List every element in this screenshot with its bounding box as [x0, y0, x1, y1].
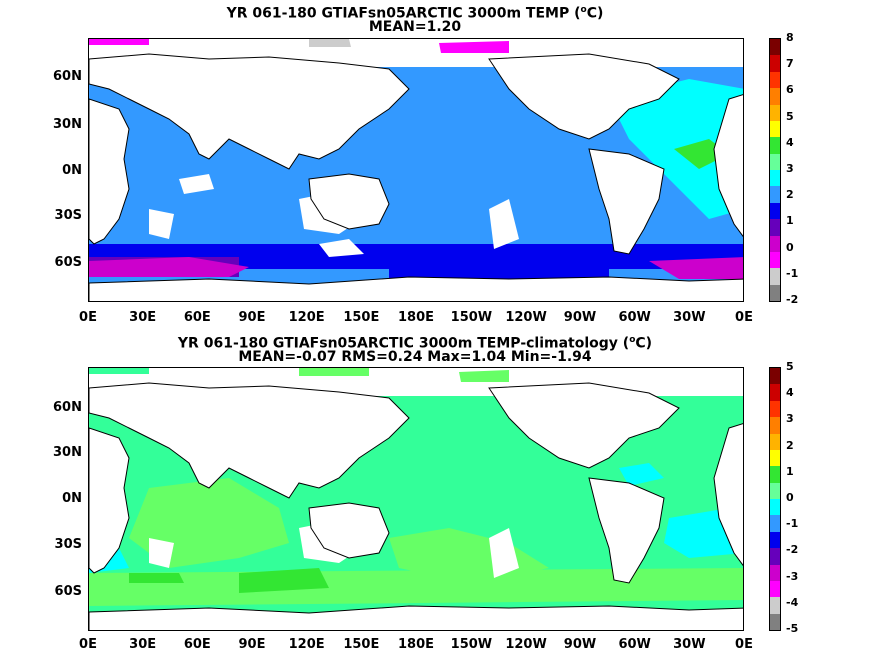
bottom-colorbar-label: -5	[786, 622, 799, 635]
top-lon-label: 90W	[563, 310, 597, 325]
top-colorbar-label: 7	[786, 57, 794, 71]
bottom-colorbar-label: 0	[786, 491, 794, 504]
bottom-colorbar-swatch	[770, 580, 780, 598]
top-colorbar-swatch	[770, 120, 780, 138]
bottom-lon-label: 60W	[618, 637, 651, 652]
bottom-colorbar-swatch	[770, 433, 780, 450]
bottom-lon-label: 180E	[397, 637, 435, 652]
top-colorbar-label: -1	[786, 266, 799, 280]
bottom-lon-label: 90W	[563, 637, 597, 652]
top-colorbar-swatch	[770, 251, 780, 269]
bottom-title-line1: YR 061-180 GTIAFsn05ARCTIC 3000m TEMP-cl…	[177, 335, 653, 352]
bottom-colorbar-swatch	[770, 368, 780, 385]
top-colorbar-label: 3	[786, 162, 794, 175]
top-lon-label: 150W	[450, 310, 493, 325]
bottom-lon-label: 150E	[343, 637, 380, 652]
top-lon-label: 150E	[343, 310, 380, 325]
bottom-map-panel	[88, 367, 744, 631]
top-colorbar-label: 8	[786, 31, 794, 44]
top-colorbar-swatch	[770, 104, 780, 121]
top-map-panel	[88, 38, 744, 302]
bottom-colorbar-label: -3	[786, 569, 799, 583]
bottom-colorbar-label: -4	[786, 595, 799, 609]
top-lat-label: 0N	[62, 163, 82, 178]
bottom-lon-label: 90E	[238, 637, 266, 652]
top-lat-label: 60N	[53, 69, 82, 84]
bottom-lon-label: 120W	[505, 637, 547, 652]
bottom-colorbar-label: 5	[786, 360, 794, 373]
bottom-lat-label: 30N	[53, 445, 82, 460]
top-lon-label: 60W	[618, 310, 651, 325]
bottom-lon-label: 0E	[735, 637, 753, 652]
bottom-colorbar-swatch	[770, 417, 780, 434]
top-colorbar-label: 1	[786, 214, 794, 228]
bottom-colorbar-swatch	[770, 548, 780, 565]
bottom-lat-label: 60S	[54, 584, 82, 599]
bottom-colorbar-swatch	[770, 531, 780, 549]
top-colorbar-swatch	[770, 88, 780, 105]
top-colorbar-swatch	[770, 137, 780, 154]
bottom-lon-label: 120E	[288, 637, 325, 652]
top-colorbar-label: 4	[786, 135, 794, 149]
bottom-colorbar-swatch	[770, 384, 780, 401]
bottom-colorbar-label: -1	[786, 517, 799, 531]
bottom-colorbar-swatch	[770, 482, 780, 499]
top-lat-label: 30N	[53, 117, 82, 132]
bottom-colorbar-swatch	[770, 515, 780, 532]
bottom-title-line2: MEAN=-0.07 RMS=0.24 Max=1.04 Min=-1.94	[238, 349, 592, 365]
top-colorbar-swatch	[770, 153, 780, 170]
bottom-lat-label: 0N	[62, 491, 82, 506]
bottom-colorbar-swatch	[770, 400, 780, 418]
top-colorbar-swatch	[770, 219, 780, 236]
bottom-colorbar-swatch	[770, 466, 780, 483]
bottom-colorbar-swatch	[770, 613, 780, 630]
bottom-colorbar-swatch	[770, 449, 780, 467]
bottom-lon-label: 150W	[450, 637, 493, 652]
top-colorbar-swatch	[770, 186, 780, 203]
top-colorbar-swatch	[770, 284, 780, 301]
top-lon-label: 90E	[238, 310, 266, 325]
bottom-colorbar-label: 1	[786, 464, 794, 478]
top-colorbar-label: 0	[786, 240, 794, 254]
top-colorbar-swatch	[770, 235, 780, 252]
top-colorbar-swatch	[770, 39, 780, 56]
bottom-lat-label: 30S	[54, 537, 82, 552]
top-title-line2: MEAN=1.20	[368, 19, 462, 35]
bottom-lon-label: 30W	[673, 637, 706, 652]
top-lat-label: 30S	[54, 208, 82, 223]
top-colorbar-label: 6	[786, 83, 794, 97]
bottom-colorbar	[769, 367, 781, 631]
top-colorbar-swatch	[770, 268, 780, 285]
bottom-lon-label: 30E	[129, 637, 157, 652]
top-lon-label: 60E	[183, 310, 211, 325]
top-lon-label: 120W	[505, 310, 547, 325]
top-colorbar-label: 2	[786, 188, 794, 202]
bottom-colorbar-swatch	[770, 499, 780, 516]
top-colorbar-swatch	[770, 170, 780, 187]
bottom-lon-label: 0E	[79, 637, 97, 652]
top-lon-label: 30W	[673, 310, 706, 325]
top-lon-label: 30E	[129, 310, 157, 325]
top-colorbar-label: 5	[786, 109, 794, 123]
top-colorbar-swatch	[770, 71, 780, 89]
top-lon-label: 0E	[79, 310, 97, 325]
top-colorbar-label: -2	[786, 293, 799, 306]
top-colorbar-swatch	[770, 202, 780, 220]
bottom-lon-label: 60E	[183, 637, 211, 652]
bottom-colorbar-swatch	[770, 564, 780, 581]
top-lon-label: 120E	[288, 310, 325, 325]
bottom-colorbar-label: -2	[786, 543, 799, 557]
top-colorbar	[769, 38, 781, 302]
bottom-colorbar-label: 4	[786, 386, 794, 400]
bottom-lat-label: 60N	[53, 400, 82, 415]
top-lon-label: 0E	[735, 310, 753, 325]
top-lat-label: 60S	[54, 255, 82, 270]
top-colorbar-swatch	[770, 55, 780, 72]
top-lon-label: 180E	[397, 310, 435, 325]
top-title-line1: YR 061-180 GTIAFsn05ARCTIC 3000m TEMP (o…	[226, 5, 604, 22]
bottom-colorbar-label: 2	[786, 438, 794, 452]
bottom-colorbar-label: 3	[786, 412, 794, 426]
bottom-colorbar-swatch	[770, 597, 780, 614]
